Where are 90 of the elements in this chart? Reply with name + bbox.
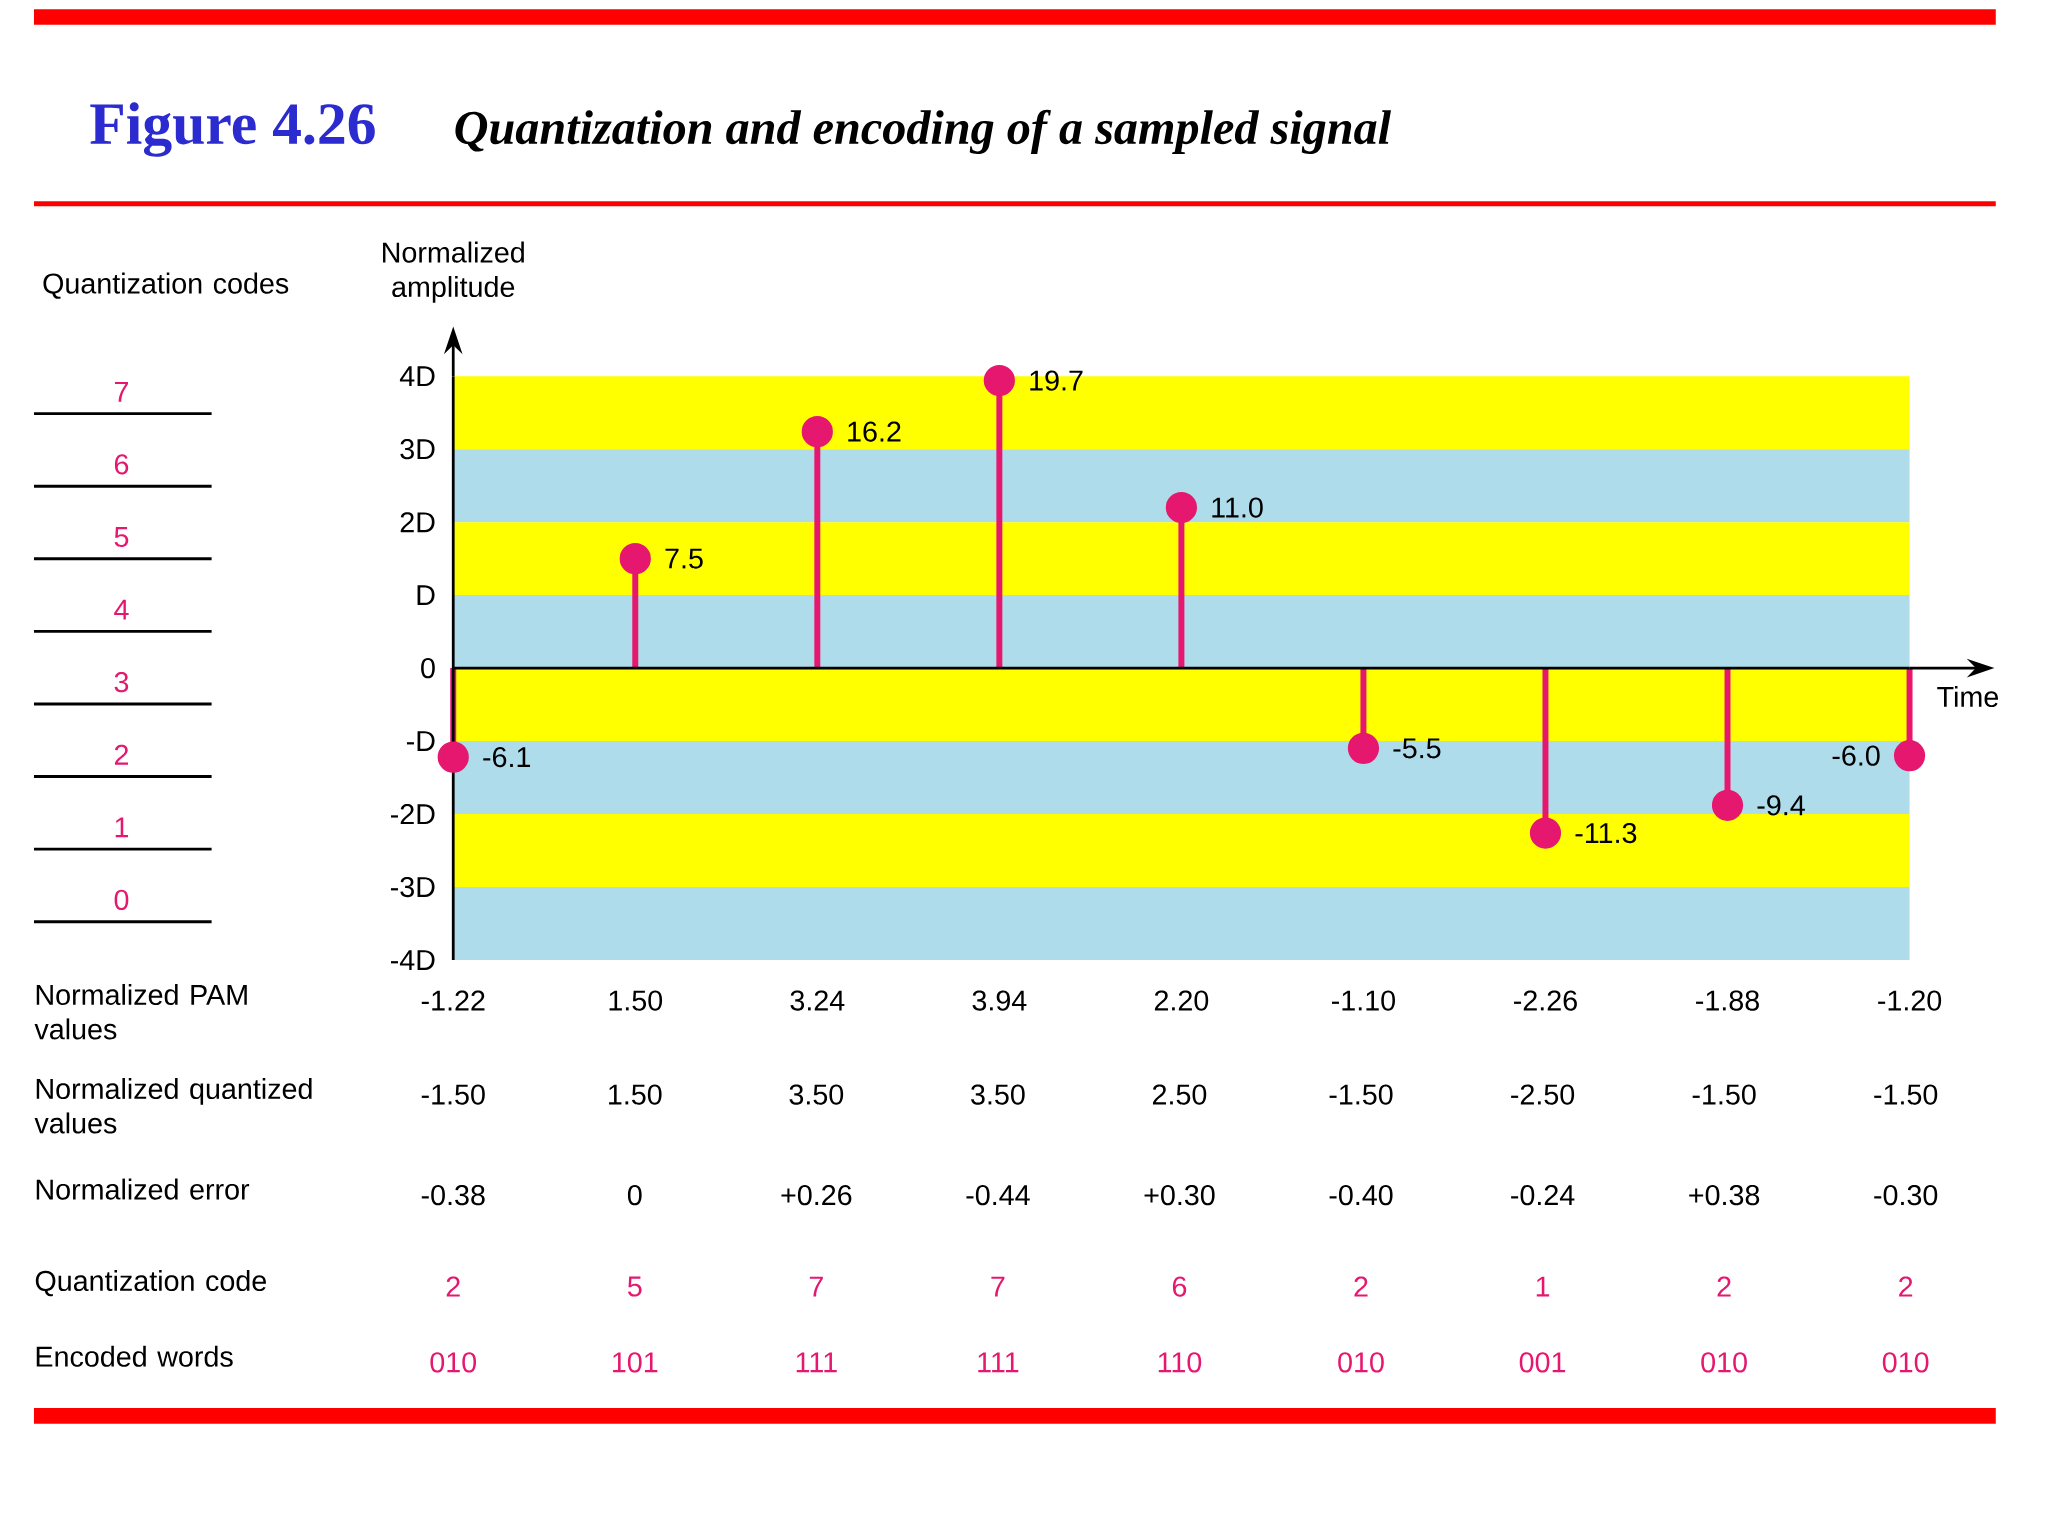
point (1529, 817, 1562, 849)
text: 111 (796, 1352, 837, 1373)
y2-tick-label: 4 (114, 599, 129, 620)
annotation: -5.5 (1393, 738, 1441, 759)
y-tick-label: -3D (390, 876, 435, 898)
text: Normalized PAM values (34, 983, 247, 1040)
text: +0.38 (1689, 1184, 1760, 1206)
text: 010 (1882, 1352, 1929, 1373)
text: 010 (430, 1352, 477, 1373)
text: 2.50 (1152, 1084, 1207, 1105)
y2-tick-label: 1 (115, 817, 129, 838)
y-tick-label: -2D (390, 804, 435, 825)
y-axis-title: Normalized amplitude (383, 241, 524, 303)
text: -1.50 (1692, 1084, 1756, 1105)
text: 111 (978, 1352, 1019, 1373)
text: -1.50 (1874, 1084, 1938, 1105)
text: -0.38 (421, 1184, 485, 1206)
y2-tick-label: 0 (114, 889, 129, 911)
point (1165, 491, 1197, 524)
text: -0.44 (966, 1184, 1030, 1206)
point (1711, 789, 1744, 821)
text: -0.30 (1874, 1184, 1938, 1206)
y-tick-label: 4D (399, 366, 435, 387)
text: 0 (627, 1184, 642, 1206)
text: +0.26 (781, 1184, 852, 1206)
x-tick-label: -1.20 (1878, 990, 1942, 1011)
text: 1.50 (609, 1084, 662, 1105)
text: Quantization code (35, 1270, 266, 1297)
y-tick-label: 2D (400, 512, 435, 533)
y-tick-label: -4D (390, 950, 435, 970)
y2-tick-label: 7 (114, 382, 129, 402)
text: 7 (809, 1276, 823, 1297)
y-tick-label: -D (406, 731, 435, 751)
annotation: 16.2 (848, 421, 901, 442)
text: 010 (1701, 1352, 1747, 1373)
chart-subtitle: Quantization and encoding of a sampled signal (455, 109, 1392, 154)
text: 3.50 (789, 1084, 844, 1105)
x-tick-label: -1.88 (1696, 990, 1759, 1011)
point (1347, 732, 1380, 764)
text: -2.50 (1511, 1084, 1575, 1105)
text: 3.50 (971, 1084, 1025, 1105)
text: 110 (1158, 1352, 1202, 1373)
point (1893, 740, 1926, 772)
text: 6 (1172, 1276, 1187, 1297)
annotation: -6.1 (483, 747, 531, 768)
annotation: -9.4 (1757, 795, 1805, 816)
point (983, 364, 1015, 397)
y-tick-label: D (417, 585, 435, 605)
y2-tick-label: 3 (114, 672, 129, 693)
annotation: -6.0 (1832, 745, 1880, 766)
y2-tick-label: 2 (114, 744, 129, 765)
point (801, 416, 833, 448)
annotation: 7.5 (665, 548, 703, 569)
text: -0.24 (1511, 1184, 1575, 1206)
y2-tick-label: 6 (114, 454, 129, 475)
text: 101 (613, 1352, 658, 1373)
text: -1.50 (1329, 1084, 1393, 1105)
x-axis-title: Time (1937, 685, 1999, 708)
text: -1.50 (421, 1084, 485, 1105)
text: 2 (1899, 1276, 1913, 1297)
x-tick-label: 3.24 (790, 990, 845, 1011)
y-tick-label: 0 (421, 657, 435, 679)
y2-axis-title: Quantization codes (43, 272, 289, 299)
y-tick-label: 3D (400, 439, 435, 460)
text: Normalized quantized values (34, 1078, 312, 1134)
x-tick-label: 2.20 (1154, 990, 1209, 1011)
text: Normalized error (36, 1178, 250, 1200)
point (619, 543, 651, 575)
x-tick-label: 1.50 (609, 990, 663, 1011)
x-tick-label: 3.94 (972, 990, 1027, 1011)
text: 001 (1519, 1352, 1566, 1373)
text: 2 (1354, 1276, 1368, 1297)
annotation: 11.0 (1212, 497, 1263, 518)
y2-tick-label: 5 (114, 527, 129, 548)
chart-title: Figure 4.26 (90, 102, 375, 157)
text: 7 (991, 1276, 1005, 1297)
x-tick-label: -1.10 (1331, 990, 1395, 1011)
x-tick-label: -1.22 (421, 990, 485, 1011)
text: 2 (1717, 1276, 1731, 1297)
text: Encoded words (36, 1345, 233, 1367)
text: 1 (1536, 1276, 1550, 1297)
text: 5 (627, 1276, 642, 1297)
annotation: 19.7 (1030, 370, 1083, 391)
text: +0.30 (1144, 1184, 1215, 1206)
text: 2 (446, 1276, 460, 1297)
annotation: -11.3 (1575, 822, 1637, 844)
text: -0.40 (1329, 1184, 1393, 1206)
point (437, 741, 469, 773)
x-tick-label: -2.26 (1514, 990, 1577, 1011)
text: 010 (1338, 1352, 1384, 1373)
